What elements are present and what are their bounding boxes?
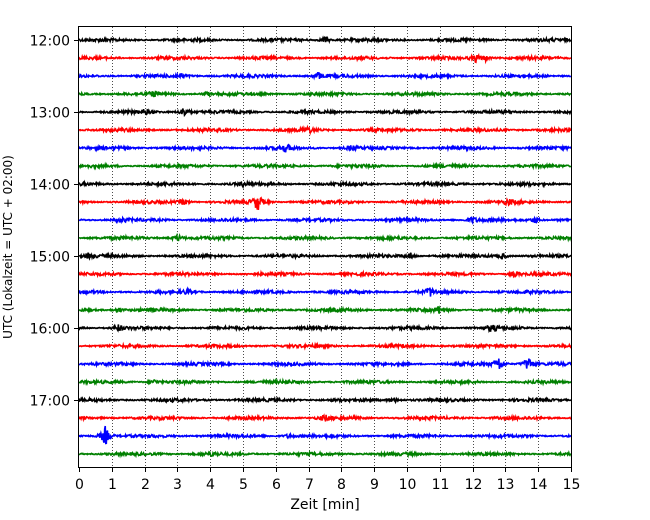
trace-1500 <box>78 251 572 261</box>
trace-1515 <box>78 269 572 279</box>
y-tick-label: 15:00 <box>30 250 70 266</box>
trace-1600 <box>78 323 572 334</box>
trace-1330 <box>78 143 572 153</box>
x-tick-label: 0 <box>75 477 84 493</box>
trace-1545 <box>78 305 572 315</box>
x-tick-label: 13 <box>497 477 515 493</box>
trace-1300 <box>78 107 572 118</box>
trace-1445 <box>78 232 572 243</box>
trace-1645 <box>78 377 572 387</box>
y-tick-label: 14:00 <box>30 178 70 194</box>
y-tick-label: 17:00 <box>30 394 70 410</box>
x-tick-label: 2 <box>141 477 150 493</box>
x-tick-label: 5 <box>239 477 248 493</box>
trace-1245 <box>78 89 572 99</box>
x-tick-label: 3 <box>173 477 182 493</box>
trace-1630 <box>78 358 572 369</box>
trace-1200 <box>78 35 572 45</box>
trace-1730 <box>78 425 572 445</box>
trace-1700 <box>78 395 572 405</box>
trace-1230 <box>78 71 572 81</box>
x-tick-label: 12 <box>465 477 483 493</box>
plot-frame <box>78 26 572 468</box>
y-tick-label: 13:00 <box>30 106 70 122</box>
grid-lines <box>112 27 539 467</box>
x-tick-label: 11 <box>432 477 450 493</box>
trace-1745 <box>78 449 572 459</box>
trace-1615 <box>78 341 572 351</box>
y-tick-label: 16:00 <box>30 322 70 338</box>
trace-1400 <box>78 179 572 190</box>
trace-1415 <box>78 196 572 211</box>
y-axis-ticks: 12:00 13:00 14:00 15:00 16:00 17:00 <box>30 34 79 410</box>
trace-1430 <box>78 215 572 226</box>
y-tick-label: 12:00 <box>30 34 70 50</box>
trace-1530 <box>78 286 572 297</box>
trace-1215 <box>78 52 572 65</box>
trace-1345 <box>78 161 572 171</box>
y-axis-label: UTC (Lokalzeit = UTC + 02:00) <box>1 155 15 339</box>
x-tick-label: 4 <box>206 477 215 493</box>
x-tick-label: 14 <box>530 477 548 493</box>
x-tick-label: 1 <box>108 477 117 493</box>
trace-1315 <box>78 124 572 136</box>
x-tick-label: 7 <box>305 477 314 493</box>
x-tick-label: 9 <box>370 477 379 493</box>
x-tick-label: 10 <box>399 477 417 493</box>
trace-1715 <box>78 413 572 423</box>
seismic-traces <box>78 35 572 459</box>
x-axis-label: Zeit [min] <box>290 497 359 513</box>
x-axis-ticks: 0 1 2 3 4 5 6 7 8 9 10 11 12 13 14 15 <box>75 467 580 493</box>
x-tick-label: 6 <box>272 477 281 493</box>
x-tick-label: 8 <box>337 477 346 493</box>
x-tick-label: 15 <box>563 477 581 493</box>
